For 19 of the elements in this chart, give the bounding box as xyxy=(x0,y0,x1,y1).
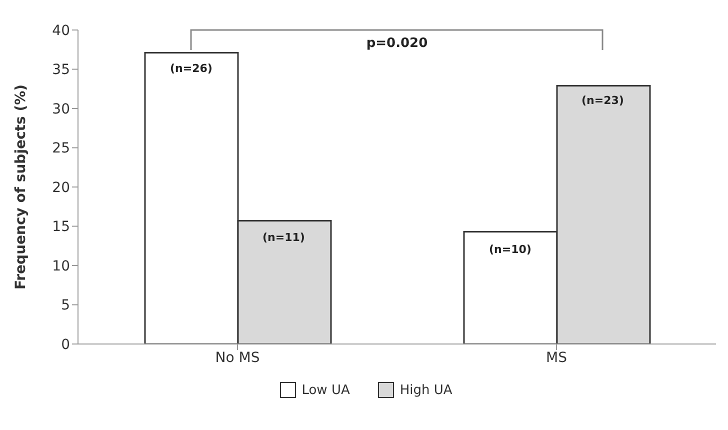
legend-label: Low UA xyxy=(302,382,350,398)
annotation: (n=11) xyxy=(262,230,306,246)
y-tick-label: 40 xyxy=(52,22,70,39)
annotation: (n=23) xyxy=(580,92,625,109)
y-axis-title: Frequency of subjects (%) xyxy=(12,84,29,290)
y-tick-label: 10 xyxy=(52,258,70,274)
x-tick-label: MS xyxy=(546,350,568,366)
y-tick-label: 15 xyxy=(52,219,70,236)
annotation: (n=10) xyxy=(488,242,532,258)
x-tick-label: No MS xyxy=(215,350,260,366)
annotation: (n=26) xyxy=(169,61,214,78)
y-tick-label: 20 xyxy=(52,180,70,196)
y-tick-label: 30 xyxy=(52,101,70,118)
y-tick-label: 25 xyxy=(52,140,70,157)
y-tick-label: 35 xyxy=(52,62,70,78)
annotation: p=0.020 xyxy=(365,36,429,51)
y-tick-label: 0 xyxy=(61,336,70,353)
y-tick-label: 5 xyxy=(61,298,70,314)
legend-label: High UA xyxy=(400,382,452,398)
